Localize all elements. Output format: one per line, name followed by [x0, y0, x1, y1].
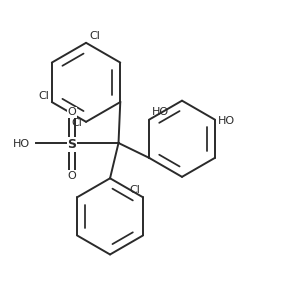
Text: HO: HO: [152, 108, 169, 118]
Text: Cl: Cl: [38, 91, 49, 101]
Text: Cl: Cl: [129, 184, 140, 194]
Text: Cl: Cl: [89, 31, 100, 41]
Text: HO: HO: [218, 116, 235, 126]
Text: HO: HO: [13, 139, 30, 149]
Text: Cl: Cl: [71, 118, 82, 128]
Text: O: O: [68, 171, 76, 181]
Text: S: S: [68, 138, 76, 151]
Text: O: O: [68, 107, 76, 117]
